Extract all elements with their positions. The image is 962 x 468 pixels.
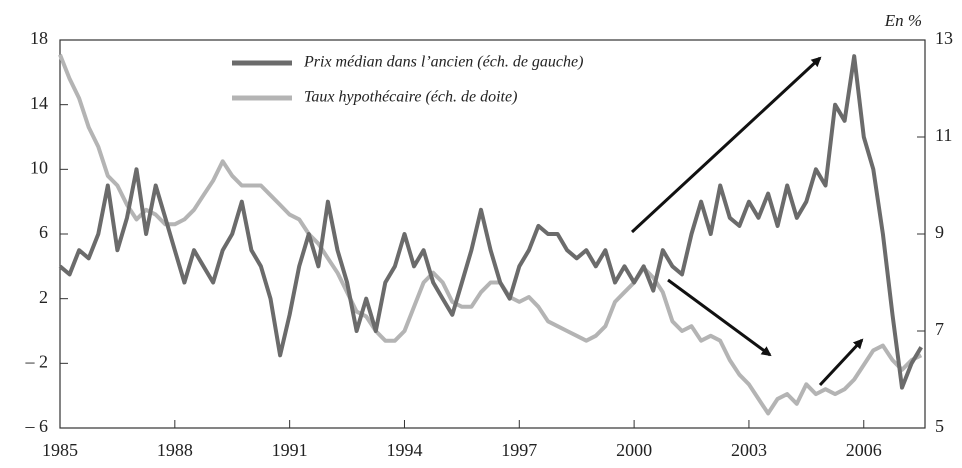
y2-tick-label: 5 bbox=[935, 416, 944, 436]
y-tick-label: 18 bbox=[30, 28, 48, 48]
y-tick-label: – 2 bbox=[25, 351, 49, 371]
y-tick-label: 6 bbox=[39, 222, 48, 242]
x-tick-label: 1988 bbox=[157, 440, 193, 460]
x-tick-label: 1985 bbox=[42, 440, 78, 460]
x-tick-label: 2006 bbox=[846, 440, 882, 460]
y2-tick-label: 7 bbox=[935, 319, 944, 339]
y2-tick-label: 11 bbox=[935, 125, 952, 145]
y-tick-label: 10 bbox=[30, 157, 48, 177]
legend-label: Taux hypothécaire (éch. de doite) bbox=[304, 89, 517, 106]
y-tick-label: 2 bbox=[39, 287, 48, 307]
plot-area bbox=[58, 53, 923, 416]
y-tick-label: – 6 bbox=[25, 416, 49, 436]
y2-axis-unit: En % bbox=[884, 11, 922, 30]
y-tick-label: 14 bbox=[30, 93, 48, 113]
series-line bbox=[58, 54, 923, 390]
x-tick-label: 2000 bbox=[616, 440, 652, 460]
x-tick-label: 1994 bbox=[386, 440, 422, 460]
legend-label: Prix médian dans l’ancien (éch. de gauch… bbox=[303, 54, 583, 71]
x-tick-label: 2003 bbox=[731, 440, 767, 460]
y2-tick-label: 9 bbox=[935, 222, 944, 242]
x-tick-label: 1991 bbox=[272, 440, 308, 460]
series-line bbox=[58, 53, 923, 416]
annotation-arrow bbox=[630, 56, 822, 234]
annotation-arrow bbox=[667, 278, 772, 357]
x-tick-label: 1997 bbox=[501, 440, 537, 460]
y2-tick-label: 13 bbox=[935, 28, 953, 48]
annotation-arrow bbox=[818, 338, 864, 387]
